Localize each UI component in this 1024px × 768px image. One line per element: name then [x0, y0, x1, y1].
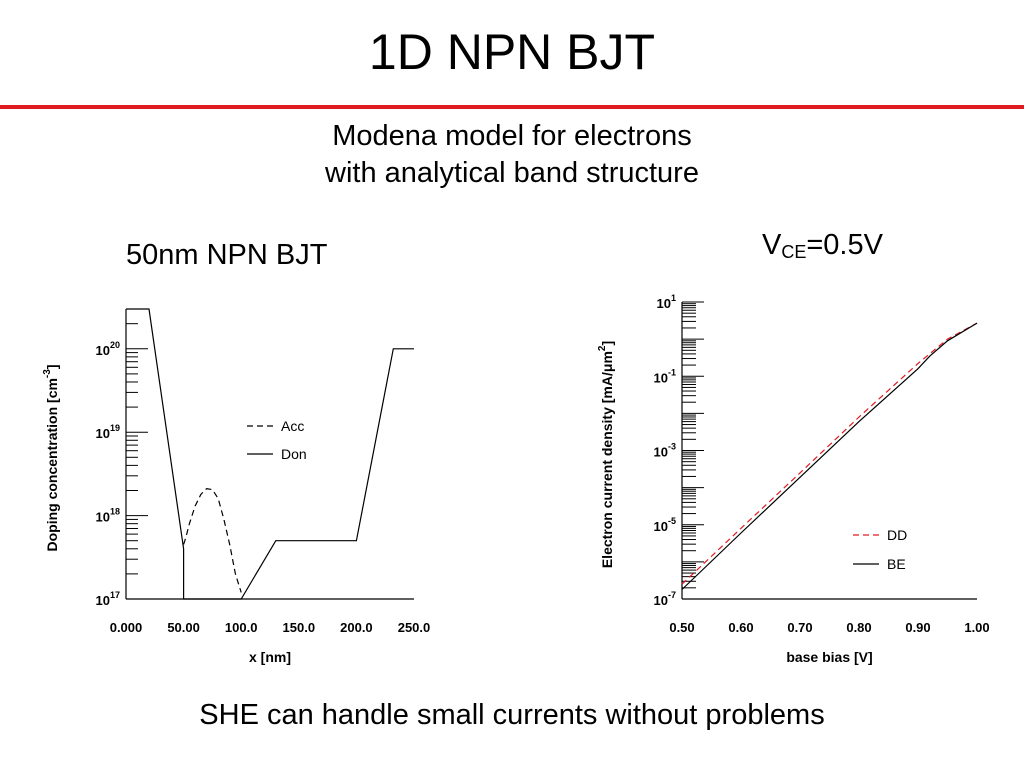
current-y-axis-label-sup: 2 [597, 345, 608, 351]
doping-y-tick-label-sup: 17 [110, 590, 120, 600]
doping-y-tick-label-base: 10 [96, 426, 110, 441]
current-legend-label-dd: DD [887, 527, 907, 543]
current-y-tick-label-base: 10 [654, 519, 668, 534]
current-chart-title-main: V [762, 229, 782, 261]
doping-y-axis-label-base: Doping concentration [cm [44, 378, 60, 551]
doping-x-axis-label: x [nm] [249, 649, 291, 665]
doping-series-don-line [126, 308, 414, 600]
subtitle-line-2: with analytical band structure [325, 157, 699, 189]
slide-footer: SHE can handle small currents without pr… [199, 699, 825, 731]
doping-y-tick-label-sup: 19 [110, 423, 120, 433]
current-x-axis-label: base bias [V] [786, 649, 872, 665]
doping-y-tick-label-base: 10 [96, 593, 110, 608]
current-y-axis-label-end: ] [599, 341, 615, 346]
current-y-tick-label: 10-7 [654, 590, 676, 608]
current-x-tick-label: 0.90 [905, 620, 930, 635]
current-x-tick-label: 0.80 [846, 620, 871, 635]
current-y-tick-label: 10-3 [654, 442, 676, 460]
current-y-tick-label: 101 [657, 293, 676, 311]
doping-y-axis-label: Doping concentration [cm-3] [42, 364, 60, 551]
doping-x-tick-label: 100.0 [225, 620, 258, 635]
current-y-tick-label-base: 10 [654, 445, 668, 460]
current-chart-title-sub: CE [781, 242, 807, 262]
current-y-tick-label-base: 10 [657, 296, 671, 311]
current-x-tick-label: 1.00 [964, 620, 989, 635]
doping-x-tick-label: 200.0 [340, 620, 373, 635]
slide-title: 1D NPN BJT [368, 24, 656, 80]
current-y-tick-label-sup: -1 [668, 367, 676, 377]
doping-x-tick-label: 50.00 [167, 620, 200, 635]
current-chart-title-end: =0.5V [806, 229, 883, 261]
current-x-tick-label: 0.70 [787, 620, 812, 635]
current-y-axis-label-base: Electron current density [mA/μm [599, 351, 615, 568]
current-y-tick-label-sup: -5 [668, 516, 676, 526]
current-legend-label-be: BE [887, 556, 906, 572]
current-y-tick-label-base: 10 [654, 593, 668, 608]
doping-chart-title: 50nm NPN BJT [126, 239, 328, 271]
doping-y-tick-label: 1018 [96, 507, 120, 525]
doping-x-tick-label: 250.0 [398, 620, 431, 635]
current-y-tick-label-sup: 1 [671, 293, 676, 303]
title-divider [0, 105, 1024, 109]
doping-legend-label-acc: Acc [281, 418, 304, 434]
doping-series-acc-line [183, 488, 242, 593]
slide-subtitle: Modena model for electrons with analytic… [0, 118, 1024, 192]
current-series-be-line [681, 322, 978, 590]
doping-y-axis-label-sup: -3 [42, 369, 53, 378]
current-series-dd-line [681, 322, 978, 585]
doping-x-tick-label: 150.0 [283, 620, 316, 635]
current-x-tick-label: 0.60 [728, 620, 753, 635]
current-x-tick-label: 0.50 [669, 620, 694, 635]
current-y-tick-label-sup: -7 [668, 590, 676, 600]
current-y-axis-label: Electron current density [mA/μm2] [597, 341, 615, 568]
doping-y-tick-label-base: 10 [96, 510, 110, 525]
subtitle-line-1: Modena model for electrons [332, 120, 692, 152]
doping-x-tick-label: 0.000 [110, 620, 143, 635]
doping-y-tick-label-base: 10 [96, 343, 110, 358]
current-y-tick-label-sup: -3 [668, 442, 676, 452]
current-y-tick-label-base: 10 [654, 370, 668, 385]
doping-y-tick-label: 1017 [96, 590, 120, 608]
doping-legend-label-don: Don [281, 446, 307, 462]
doping-y-tick-label-sup: 20 [110, 340, 120, 350]
doping-y-tick-label: 1020 [96, 340, 120, 358]
current-y-tick-label: 10-1 [654, 367, 676, 385]
doping-y-tick-label: 1019 [96, 423, 120, 441]
doping-y-axis-label-end: ] [44, 364, 60, 369]
current-chart-title: VCE=0.5V [762, 228, 883, 269]
current-y-tick-label: 10-5 [654, 516, 676, 534]
doping-y-tick-label-sup: 18 [110, 507, 120, 517]
